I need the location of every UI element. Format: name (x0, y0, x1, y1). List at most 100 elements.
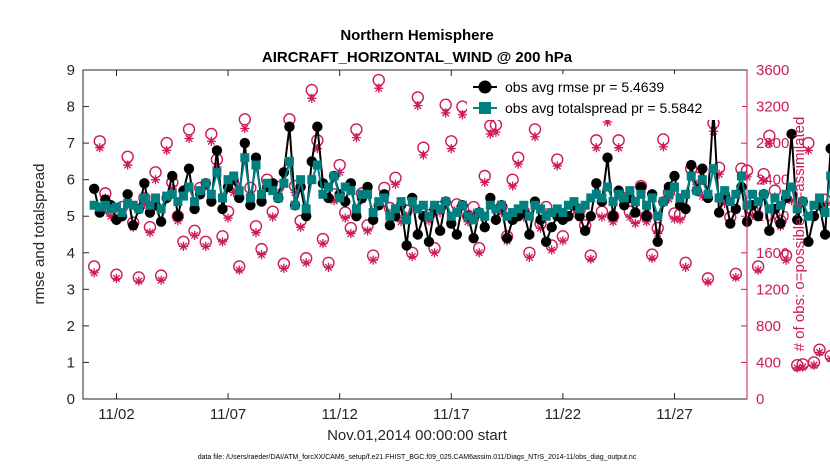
totalspread-point (469, 215, 479, 225)
totalspread-point (770, 193, 780, 203)
rmse-point (423, 236, 435, 248)
rmse-point (574, 211, 585, 222)
totalspread-point (552, 204, 562, 214)
y-tick-label: 9 (67, 62, 75, 79)
rmse-point (479, 221, 490, 233)
rmse-point (825, 143, 830, 154)
rmse-point (752, 211, 764, 222)
obs-assimilated-point (474, 248, 484, 258)
rmse-point (189, 203, 200, 215)
totalspread-point (781, 189, 791, 199)
totalspread-point (279, 178, 289, 188)
chart-subtitle: AIRCRAFT_HORIZONTAL_WIND @ 200 hPa (262, 49, 573, 66)
totalspread-point (625, 186, 635, 196)
totalspread-point (212, 167, 222, 177)
totalspread-point (324, 182, 334, 192)
totalspread-point (681, 189, 691, 199)
obs-possible-point (824, 349, 830, 363)
rmse-point (635, 181, 647, 193)
rmse-point (256, 196, 267, 207)
obs-assimilated-point (530, 132, 540, 142)
obs-assimilated-point (229, 187, 239, 198)
obs-assimilated-point (675, 215, 685, 225)
totalspread-point (418, 200, 428, 210)
obs-assimilated-point (323, 262, 334, 272)
obs-assimilated-point (463, 217, 473, 227)
totalspread-point (257, 189, 267, 199)
rmse-point (686, 159, 697, 171)
totalspread-point (123, 198, 133, 208)
totalspread-point (402, 215, 412, 225)
obs-assimilated-point (658, 142, 668, 152)
obs-assimilated-point (362, 226, 373, 236)
legend-box (467, 74, 742, 120)
obs-assimilated-point (731, 272, 741, 283)
obs-assimilated-point (407, 251, 417, 262)
rmse-point (713, 207, 725, 218)
rmse-point (239, 137, 251, 149)
totalspread-point (229, 171, 239, 181)
totalspread-point (128, 200, 138, 210)
obs-assimilated-point (820, 200, 830, 210)
rmse-point (764, 225, 775, 237)
totalspread-point (653, 211, 663, 221)
obs-assimilated-point (368, 255, 378, 265)
totalspread-point (496, 200, 506, 210)
rmse-point (172, 211, 184, 222)
totalspread-point (731, 189, 741, 199)
obs-assimilated-point (396, 217, 406, 227)
totalspread-point (296, 175, 306, 185)
obs-assimilated-point (814, 347, 825, 357)
rmse-point (775, 218, 786, 229)
totalspread-point (139, 193, 149, 203)
y-tick-label: 0 (67, 391, 75, 408)
totalspread-point (89, 200, 99, 210)
totalspread-point (111, 202, 121, 212)
obs-assimilated-point (251, 228, 261, 238)
totalspread-point (173, 197, 183, 207)
rmse-point (730, 203, 742, 215)
rmse-point (725, 218, 736, 229)
totalspread-point (536, 204, 546, 214)
rmse-point (217, 203, 228, 215)
obs-assimilated-point (217, 237, 228, 247)
totalspread-point (798, 197, 808, 207)
y-tick-label: 8 (67, 99, 75, 116)
y-tick-label: 5 (67, 208, 75, 225)
rmse-point (485, 192, 496, 204)
totalspread-point (251, 160, 261, 170)
rmse-point (206, 196, 217, 207)
totalspread-point (240, 153, 250, 163)
totalspread-point (697, 175, 707, 185)
obs-assimilated-point (759, 175, 769, 186)
totalspread-point (435, 204, 445, 214)
totalspread-point (201, 178, 211, 188)
totalspread-point (340, 182, 350, 192)
totalspread-point (686, 171, 696, 181)
obs-assimilated-point (586, 254, 596, 264)
obs-assimilated-point (747, 210, 758, 220)
totalspread-point (178, 191, 188, 201)
totalspread-point (775, 200, 785, 210)
totalspread-point (262, 178, 272, 188)
obs-assimilated-point (547, 245, 557, 255)
rmse-point (312, 121, 323, 132)
totalspread-point (597, 193, 607, 203)
totalspread-point (826, 171, 830, 181)
y-right-tick-label: 3200 (756, 99, 789, 116)
rmse-point (524, 229, 535, 240)
obs-assimilated-point (787, 196, 797, 206)
obs-assimilated-point (641, 217, 652, 227)
obs-assimilated-point (95, 143, 105, 153)
totalspread-point (95, 202, 105, 212)
obs-assimilated-point (703, 277, 713, 287)
totalspread-point (117, 208, 127, 218)
totalspread-point (513, 204, 523, 214)
totalspread-point (463, 211, 473, 221)
obs-assimilated-point (480, 177, 490, 188)
totalspread-point (206, 189, 216, 199)
rmse-point (680, 203, 691, 215)
rmse-point (607, 211, 619, 222)
obs-assimilated-point (167, 184, 177, 194)
obs-assimilated-point (424, 216, 434, 226)
